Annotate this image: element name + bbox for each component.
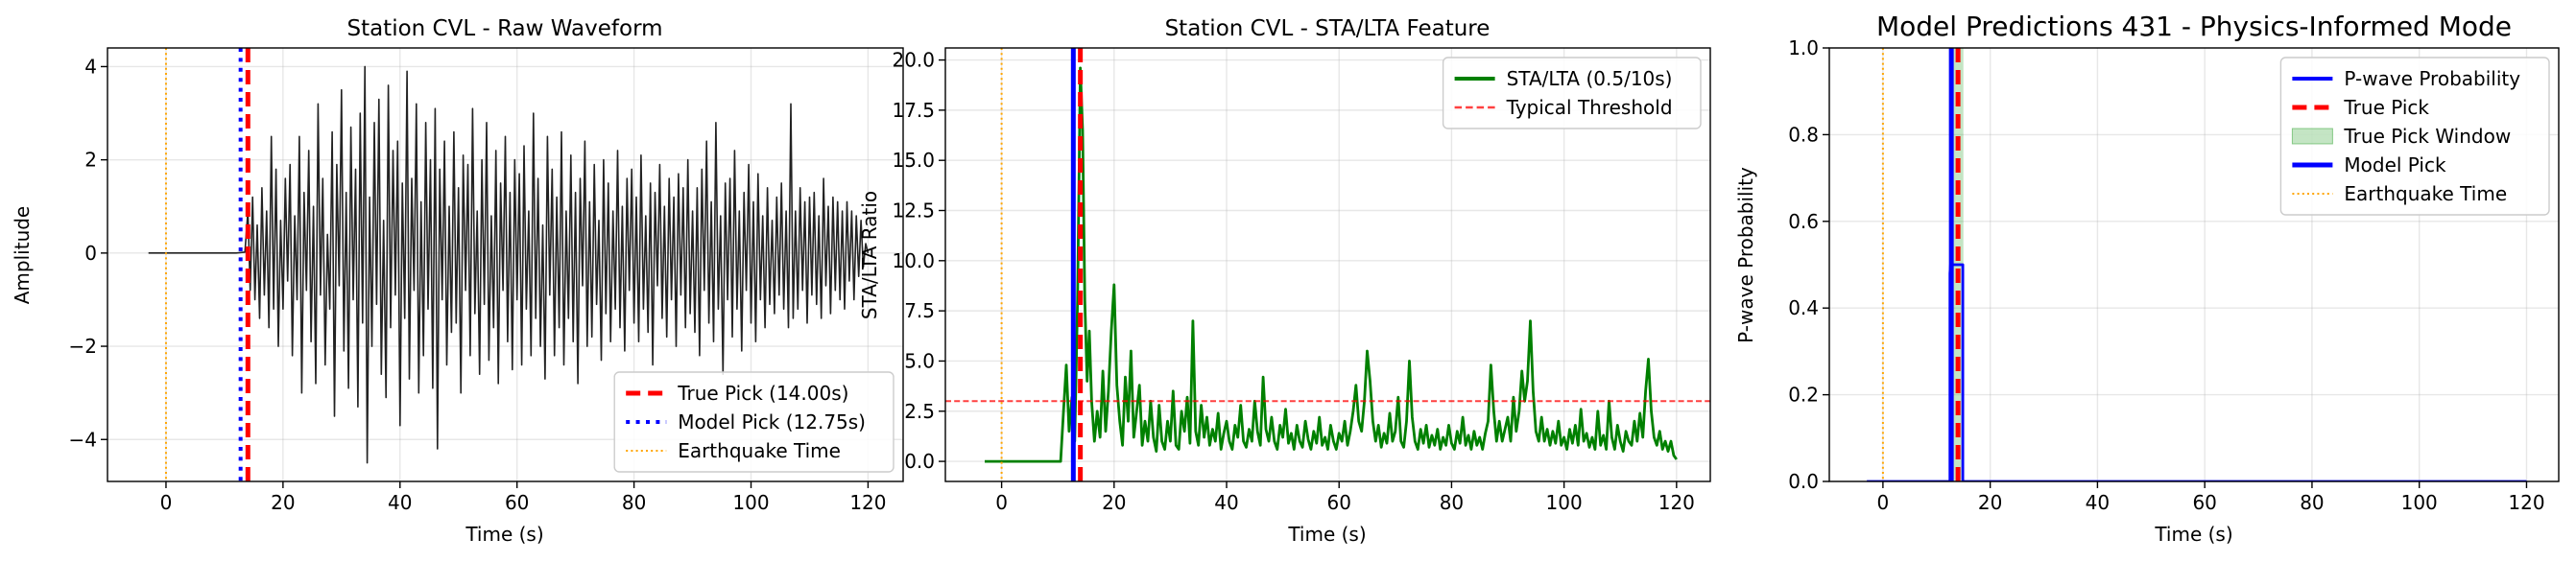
legend-frame — [1442, 57, 1702, 129]
y-tick-label: 10.0 — [892, 249, 935, 272]
x-tick-label: 80 — [2300, 491, 2324, 514]
y-tick-label: −2 — [69, 335, 97, 358]
x-tick-label: 20 — [1102, 491, 1126, 514]
x-tick-label: 20 — [1978, 491, 2002, 514]
x-tick-label: 20 — [271, 491, 295, 514]
panel-raw-waveform: Station CVL - Raw Waveform Time (s) Ampl… — [11, 16, 904, 546]
x-axis-label: Time (s) — [465, 523, 543, 546]
legend-label: True Pick (14.00s) — [677, 382, 848, 405]
x-tick-label: 80 — [622, 491, 646, 514]
y-tick-label: 5.0 — [904, 349, 935, 372]
x-tick-label: 120 — [1658, 491, 1695, 514]
y-tick-label: 20.0 — [892, 49, 935, 72]
x-tick-label: 60 — [505, 491, 529, 514]
y-tick-label: 0.8 — [1788, 123, 1819, 146]
legend-label: True Pick Window — [2343, 125, 2511, 148]
y-tick-label: 0.2 — [1788, 384, 1819, 407]
y-tick-label: 0.6 — [1788, 210, 1819, 233]
y-tick-label: 2.5 — [904, 400, 935, 423]
legend-label: STA/LTA (0.5/10s) — [1507, 67, 1673, 90]
y-tick-label: 12.5 — [892, 199, 935, 222]
x-tick-label: 0 — [995, 491, 1008, 514]
y-tick-label: 0.0 — [1788, 470, 1819, 493]
legend-swatch-patch — [2291, 128, 2333, 145]
series-line-ratio — [985, 66, 1678, 463]
plot-area — [1867, 48, 2527, 481]
x-tick-label: 40 — [388, 491, 412, 514]
legend-label: P-wave Probability — [2344, 67, 2520, 90]
y-tick-label: 2 — [84, 149, 97, 172]
y-tick-label: 0.4 — [1788, 296, 1819, 319]
legend: STA/LTA (0.5/10s) Typical Threshold — [1442, 57, 1702, 129]
y-axis-label: STA/LTA Ratio — [858, 191, 881, 319]
legend-label: Earthquake Time — [678, 439, 841, 462]
x-tick-label: 0 — [160, 491, 173, 514]
y-tick-label: 15.0 — [892, 149, 935, 172]
x-tick-label: 100 — [1546, 491, 1583, 514]
y-tick-label: 17.5 — [892, 99, 935, 122]
legend-label: Model Pick (12.75s) — [678, 410, 866, 433]
axes-frame — [944, 47, 1711, 482]
x-tick-label: 0 — [1877, 491, 1890, 514]
x-tick-label: 80 — [1440, 491, 1464, 514]
x-tick-label: 60 — [1326, 491, 1350, 514]
x-axis-label: Time (s) — [1287, 523, 1366, 546]
y-axis-label: P-wave Probability — [1734, 167, 1757, 343]
y-tick-label: 4 — [84, 55, 97, 78]
legend: True Pick (14.00s) Model Pick (12.75s) Ear… — [613, 371, 894, 473]
legend-label: Earthquake Time — [2344, 182, 2507, 205]
axes-frame — [107, 47, 904, 482]
series-line-waveform — [148, 65, 870, 464]
panel-title: Station CVL - STA/LTA Feature — [1165, 16, 1491, 41]
axes-frame — [1828, 47, 2560, 482]
legend-label: Typical Threshold — [1506, 96, 1673, 119]
legend-label: Model Pick — [2344, 153, 2446, 176]
x-tick-label: 120 — [2508, 491, 2544, 514]
panel-model-predictions: Model Predictions 431 - Physics-Informed… — [1734, 11, 2560, 546]
legend: P-wave Probability True Pick True Pick Win… — [2279, 57, 2550, 216]
panel-title: Model Predictions 431 - Physics-Informed… — [1876, 11, 2512, 42]
x-axis-label: Time (s) — [2154, 523, 2232, 546]
x-tick-label: 60 — [2192, 491, 2216, 514]
y-tick-label: −4 — [69, 428, 97, 451]
y-axis-label: Amplitude — [11, 206, 34, 305]
x-tick-label: 40 — [1214, 491, 1238, 514]
x-tick-label: 40 — [2086, 491, 2110, 514]
legend-label: True Pick — [2343, 96, 2429, 119]
y-tick-label: 7.5 — [904, 299, 935, 322]
legend-frame — [613, 371, 894, 473]
x-tick-label: 100 — [732, 491, 769, 514]
panel-title: Station CVL - Raw Waveform — [346, 16, 662, 41]
y-tick-label: 0.0 — [904, 450, 935, 473]
x-tick-label: 100 — [2401, 491, 2438, 514]
legend-frame — [2279, 57, 2550, 216]
y-tick-label: 0 — [84, 242, 97, 265]
plot-area — [945, 48, 1710, 481]
plot-area — [148, 48, 870, 481]
y-tick-label: 1.0 — [1788, 36, 1819, 59]
panel-sta-lta: Station CVL - STA/LTA Feature Time (s) S… — [858, 16, 1711, 546]
x-tick-label: 120 — [849, 491, 886, 514]
